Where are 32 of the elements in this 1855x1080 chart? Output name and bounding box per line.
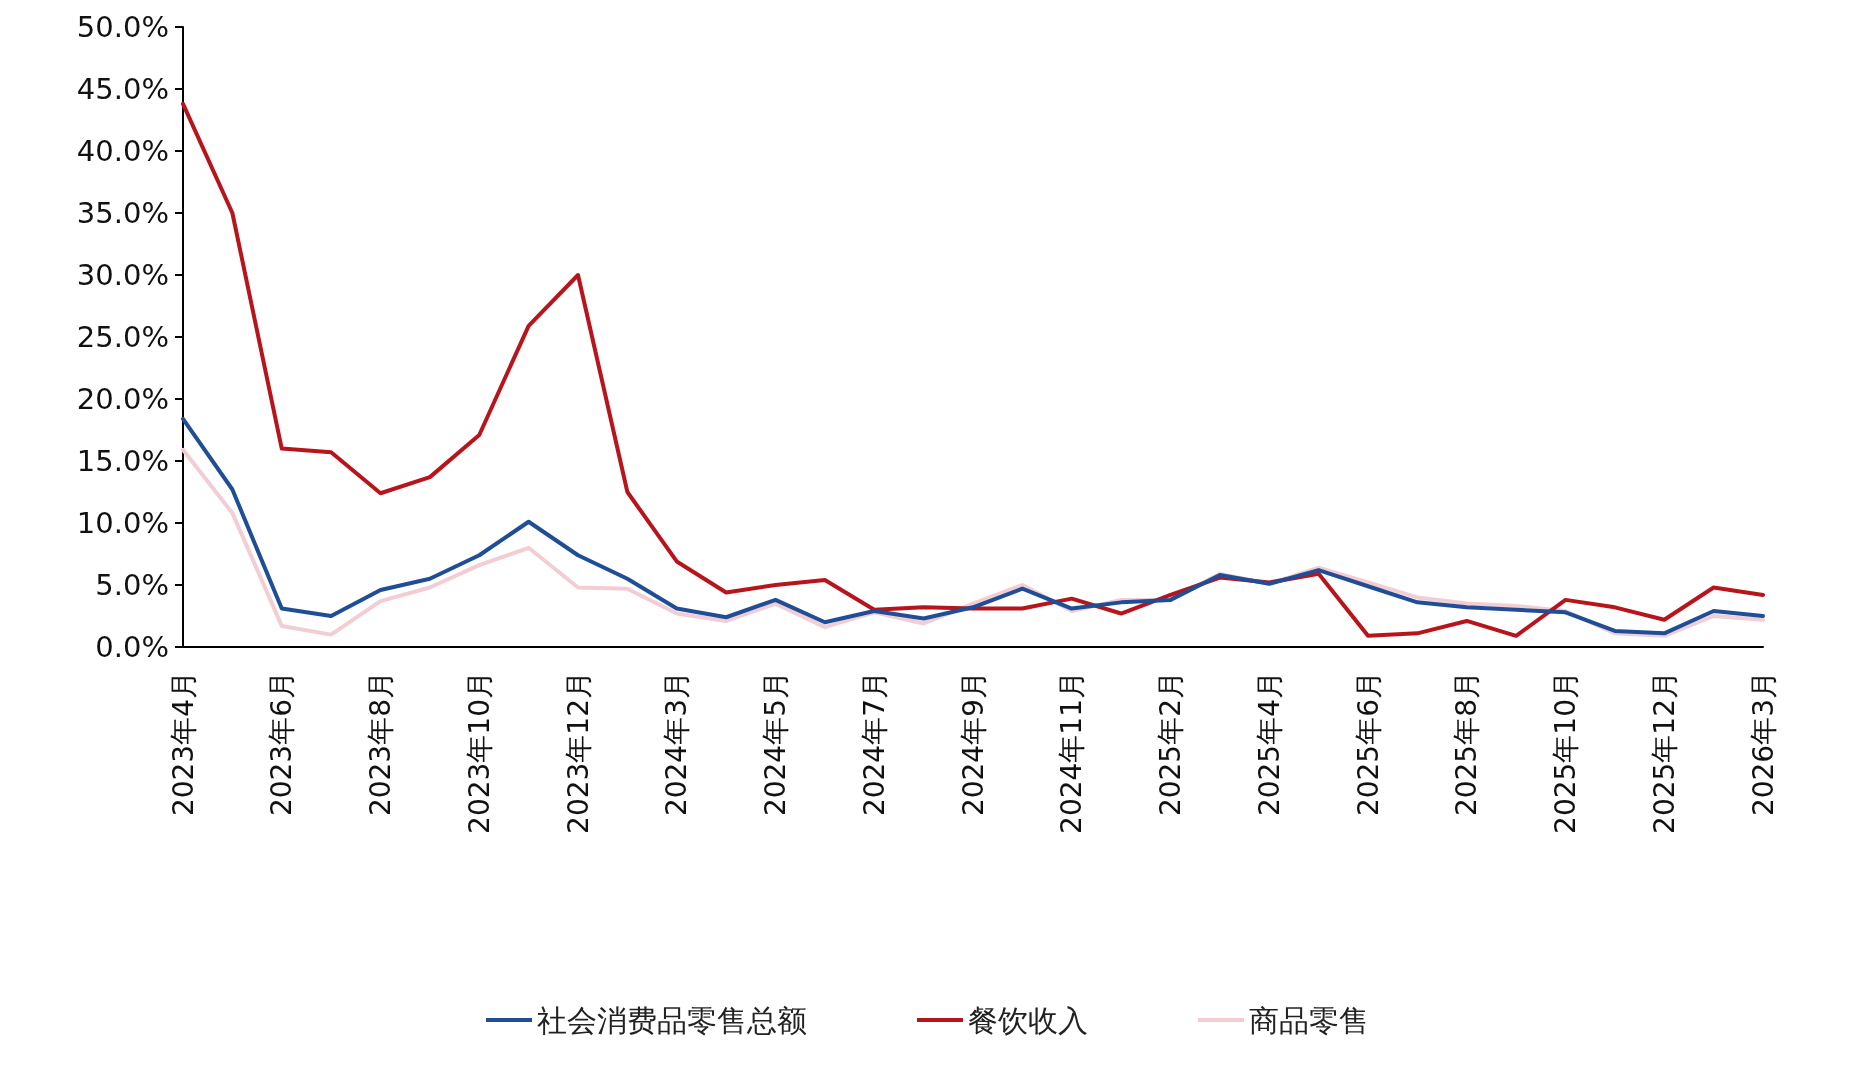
x-tick-label: 2026年3月 xyxy=(1746,671,1780,817)
line-series xyxy=(181,101,1765,638)
y-tick-label: 20.0% xyxy=(76,382,169,416)
x-tick-label: 2025年6月 xyxy=(1351,671,1385,817)
x-tick-label: 2023年12月 xyxy=(561,671,595,834)
legend-label: 社会消费品零售总额 xyxy=(537,1002,807,1038)
y-tick-label: 10.0% xyxy=(76,506,169,540)
x-tick-label: 2023年8月 xyxy=(364,671,397,817)
x-tick-label: 2024年7月 xyxy=(857,671,891,817)
x-tick-label: 2024年11月 xyxy=(1055,671,1089,834)
y-tick-label: 5.0% xyxy=(95,568,169,602)
legend-label: 商品零售 xyxy=(1249,1002,1369,1038)
x-tick-label: 2023年6月 xyxy=(265,671,299,817)
y-tick-label: 35.0% xyxy=(76,196,169,230)
x-tick-label: 2024年9月 xyxy=(956,671,990,817)
x-tick-label: 2025年12月 xyxy=(1647,671,1681,834)
x-tick-label: 2024年3月 xyxy=(660,671,694,817)
y-tick-label: 45.0% xyxy=(76,72,169,106)
x-tick-label: 2025年8月 xyxy=(1450,671,1484,817)
x-tick-label: 2025年2月 xyxy=(1154,671,1187,817)
y-tick-label: 15.0% xyxy=(76,444,169,478)
x-tick-label: 2023年4月 xyxy=(166,671,200,817)
y-tick-label: 40.0% xyxy=(76,134,169,168)
x-tick-label: 2025年10月 xyxy=(1549,671,1582,834)
y-tick-label: 50.0% xyxy=(76,10,169,44)
legend-label: 餐饮收入 xyxy=(968,1002,1088,1038)
y-tick-label: 0.0% xyxy=(95,630,169,664)
x-tick-label: 2025年4月 xyxy=(1252,671,1286,817)
x-tick-label: 2024年5月 xyxy=(759,671,792,817)
y-tick-label: 30.0% xyxy=(76,258,169,292)
y-tick-label: 25.0% xyxy=(76,320,169,354)
x-tick-label: 2023年10月 xyxy=(462,671,496,834)
